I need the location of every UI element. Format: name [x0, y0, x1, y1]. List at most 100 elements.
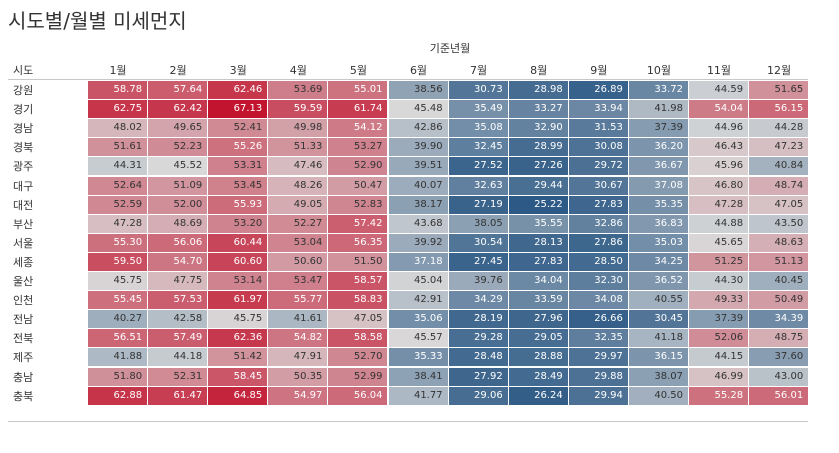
heatmap-cell: 42.91: [388, 291, 448, 310]
heatmap-cell: 43.00: [749, 367, 809, 386]
heatmap-cell: 55.30: [88, 233, 148, 252]
heatmap-cell: 54.97: [268, 386, 328, 405]
heatmap-cell: 53.45: [208, 176, 268, 195]
heatmap-cell: 51.33: [268, 138, 328, 157]
heatmap-cell: 56.04: [328, 386, 388, 405]
heatmap-cell: 52.41: [208, 119, 268, 138]
heatmap-cell: 45.48: [388, 100, 448, 119]
heatmap-cell: 44.59: [689, 81, 749, 100]
heatmap-cell: 35.55: [508, 214, 568, 233]
heatmap-cell: 58.57: [328, 272, 388, 291]
heatmap-cell: 34.39: [749, 310, 809, 329]
heatmap-cell: 47.75: [148, 272, 208, 291]
heatmap-cell: 62.46: [208, 81, 268, 100]
heatmap-cell: 26.89: [568, 81, 628, 100]
heatmap-cell: 40.07: [388, 176, 448, 195]
heatmap-cell: 29.28: [448, 329, 508, 348]
heatmap-cell: 49.65: [148, 119, 208, 138]
column-label: 11월: [706, 64, 732, 77]
heatmap-cell: 30.08: [568, 138, 628, 157]
heatmap-cell: 28.99: [508, 138, 568, 157]
heatmap-cell: 49.98: [268, 119, 328, 138]
heatmap-cell: 50.47: [328, 176, 388, 195]
heatmap-cell: 29.44: [508, 176, 568, 195]
heatmap-cell: 62.36: [208, 329, 268, 348]
heatmap-cell: 56.51: [88, 329, 148, 348]
heatmap-cell: 31.53: [568, 119, 628, 138]
heatmap-cell: 48.26: [268, 176, 328, 195]
heatmap-cell: 32.35: [568, 329, 628, 348]
heatmap-cell: 28.19: [448, 310, 508, 329]
heatmap-cell: 54.70: [148, 252, 208, 271]
column-label: 3월: [229, 64, 247, 77]
heatmap-cell: 45.65: [689, 233, 749, 252]
heatmap-cell: 57.42: [328, 214, 388, 233]
heatmap-cell: 35.33: [388, 348, 448, 367]
heatmap-cell: 47.28: [689, 195, 749, 214]
heatmap-cell: 54.04: [689, 100, 749, 119]
heatmap-cell: 52.27: [268, 214, 328, 233]
heatmap-cell: 53.69: [268, 81, 328, 100]
heatmap-cell: 60.44: [208, 233, 268, 252]
heatmap-cell: 56.15: [749, 100, 809, 119]
column-label: 4월: [289, 64, 307, 77]
row-label: 충남: [13, 370, 34, 384]
heatmap-cell: 29.94: [568, 386, 628, 405]
heatmap-cell: 35.35: [628, 195, 688, 214]
heatmap-cell: 38.56: [388, 81, 448, 100]
heatmap-cell: 61.74: [328, 100, 388, 119]
heatmap-cell: 28.88: [508, 348, 568, 367]
heatmap-cell: 46.43: [689, 138, 749, 157]
heatmap-cell: 52.59: [88, 195, 148, 214]
heatmap-cell: 53.04: [268, 233, 328, 252]
heatmap-cell: 28.13: [508, 233, 568, 252]
heatmap-cell: 37.18: [388, 252, 448, 271]
column-label: 6월: [409, 64, 428, 77]
row-label: 충북: [13, 389, 34, 403]
heatmap-cell: 37.39: [689, 310, 749, 329]
heatmap-cell: 60.60: [208, 252, 268, 271]
heatmap-cell: 62.75: [88, 100, 148, 119]
heatmap-cell: 57.53: [148, 291, 208, 310]
heatmap-cell: 52.83: [328, 195, 388, 214]
heatmap-cell: 44.18: [148, 348, 208, 367]
heatmap-cell: 53.14: [208, 272, 268, 291]
column-label: 7월: [470, 64, 488, 77]
heatmap-cell: 28.48: [448, 348, 508, 367]
heatmap-cell: 44.96: [689, 119, 749, 138]
row-label: 경남: [13, 122, 34, 136]
heatmap-cell: 34.25: [628, 252, 688, 271]
row-label: 제주: [13, 351, 34, 365]
heatmap-cell: 40.84: [749, 157, 809, 176]
heatmap-cell: 32.90: [508, 119, 568, 138]
heatmap-cell: 41.77: [388, 386, 448, 405]
heatmap-cell: 44.28: [749, 119, 809, 138]
heatmap-cell: 47.28: [88, 214, 148, 233]
heatmap-cell: 56.06: [148, 233, 208, 252]
heatmap-cell: 34.29: [448, 291, 508, 310]
heatmap-cell: 34.08: [568, 291, 628, 310]
heatmap-cell: 55.26: [208, 138, 268, 157]
heatmap-cell: 43.50: [749, 214, 809, 233]
heatmap-cell: 47.05: [328, 310, 388, 329]
heatmap-cell: 25.22: [508, 195, 568, 214]
column-label: 12월: [767, 64, 792, 77]
heatmap-cell: 36.67: [628, 157, 688, 176]
heatmap-cell: 55.01: [328, 81, 388, 100]
heatmap-cell: 36.20: [628, 138, 688, 157]
heatmap-cell: 55.77: [268, 291, 328, 310]
heatmap-cell: 44.88: [689, 214, 749, 233]
heatmap-cell: 37.39: [628, 119, 688, 138]
heatmap-cell: 30.45: [628, 310, 688, 329]
footer-divider: [8, 421, 808, 422]
heatmap-cell: 58.83: [328, 291, 388, 310]
heatmap-cell: 52.00: [148, 195, 208, 214]
heatmap-cell: 35.08: [448, 119, 508, 138]
heatmap-cell: 26.24: [508, 386, 568, 405]
heatmap-cell: 40.50: [628, 386, 688, 405]
heatmap-cell: 36.83: [628, 214, 688, 233]
heatmap-cell: 41.61: [268, 310, 328, 329]
heatmap-cell: 54.82: [268, 329, 328, 348]
heatmap-cell: 50.35: [268, 367, 328, 386]
heatmap-cell: 33.59: [508, 291, 568, 310]
